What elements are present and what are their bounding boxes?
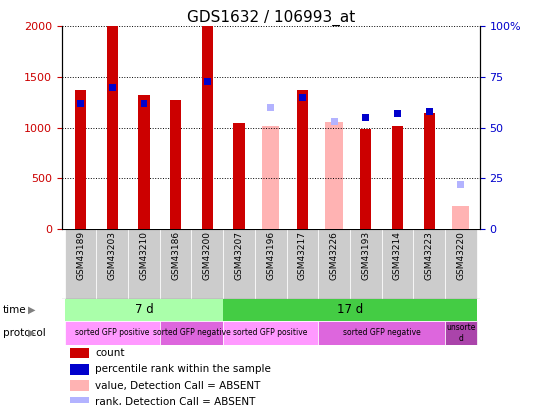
Bar: [70, 348, 89, 358]
Text: GSM43223: GSM43223: [425, 231, 434, 280]
Bar: [96, 229, 128, 298]
Text: unsorte
d: unsorte d: [446, 323, 475, 343]
Bar: [360, 129, 371, 229]
Bar: [318, 321, 445, 345]
Text: time: time: [3, 305, 26, 315]
Text: sorted GFP negative: sorted GFP negative: [343, 328, 420, 337]
Bar: [65, 229, 96, 298]
Bar: [297, 90, 308, 229]
Bar: [70, 364, 89, 375]
Bar: [452, 206, 470, 229]
Text: ▶: ▶: [28, 328, 35, 338]
Bar: [394, 110, 401, 117]
Text: GSM43186: GSM43186: [171, 231, 180, 280]
Bar: [382, 229, 413, 298]
Bar: [128, 229, 160, 298]
Bar: [350, 229, 382, 298]
Bar: [140, 100, 147, 107]
Text: GSM43196: GSM43196: [266, 231, 275, 280]
Bar: [77, 100, 84, 107]
Text: GSM43210: GSM43210: [139, 231, 148, 280]
Bar: [325, 122, 343, 229]
Bar: [160, 229, 191, 298]
Bar: [65, 298, 223, 321]
Text: GSM43200: GSM43200: [203, 231, 212, 280]
Text: percentile rank within the sample: percentile rank within the sample: [95, 364, 271, 374]
Bar: [445, 321, 477, 345]
Text: sorted GFP positive: sorted GFP positive: [234, 328, 308, 337]
Text: sorted GFP negative: sorted GFP negative: [153, 328, 230, 337]
Bar: [457, 181, 464, 188]
Bar: [204, 77, 211, 85]
Text: 7 d: 7 d: [135, 303, 153, 316]
Bar: [160, 321, 223, 345]
Bar: [287, 229, 318, 298]
Bar: [223, 321, 318, 345]
Bar: [191, 229, 223, 298]
Text: GSM43193: GSM43193: [361, 231, 370, 280]
Text: protocol: protocol: [3, 328, 46, 338]
Text: ▶: ▶: [28, 305, 35, 315]
Text: rank, Detection Call = ABSENT: rank, Detection Call = ABSENT: [95, 397, 256, 405]
Bar: [392, 126, 403, 229]
Bar: [223, 229, 255, 298]
Bar: [413, 229, 445, 298]
Bar: [202, 26, 213, 229]
Bar: [255, 229, 287, 298]
Bar: [75, 90, 86, 229]
Title: GDS1632 / 106993_at: GDS1632 / 106993_at: [187, 10, 355, 26]
Bar: [223, 298, 477, 321]
Text: 17 d: 17 d: [337, 303, 363, 316]
Bar: [138, 95, 150, 229]
Text: GSM43203: GSM43203: [108, 231, 117, 280]
Text: GSM43214: GSM43214: [393, 231, 402, 280]
Bar: [299, 94, 306, 101]
Bar: [107, 26, 118, 229]
Bar: [70, 396, 89, 405]
Bar: [170, 100, 181, 229]
Bar: [234, 123, 244, 229]
Bar: [362, 114, 369, 121]
Bar: [426, 108, 433, 115]
Bar: [109, 83, 116, 91]
Text: value, Detection Call = ABSENT: value, Detection Call = ABSENT: [95, 381, 260, 390]
Bar: [318, 229, 350, 298]
Text: sorted GFP positive: sorted GFP positive: [75, 328, 150, 337]
Bar: [262, 126, 279, 229]
Text: GSM43207: GSM43207: [235, 231, 243, 280]
Bar: [65, 321, 160, 345]
Bar: [70, 380, 89, 391]
Bar: [445, 229, 477, 298]
Bar: [457, 181, 464, 188]
Bar: [267, 104, 274, 111]
Text: GSM43189: GSM43189: [76, 231, 85, 280]
Text: GSM43226: GSM43226: [330, 231, 339, 280]
Text: GSM43217: GSM43217: [298, 231, 307, 280]
Bar: [423, 113, 435, 229]
Text: count: count: [95, 348, 124, 358]
Bar: [331, 118, 338, 125]
Text: GSM43220: GSM43220: [456, 231, 465, 280]
